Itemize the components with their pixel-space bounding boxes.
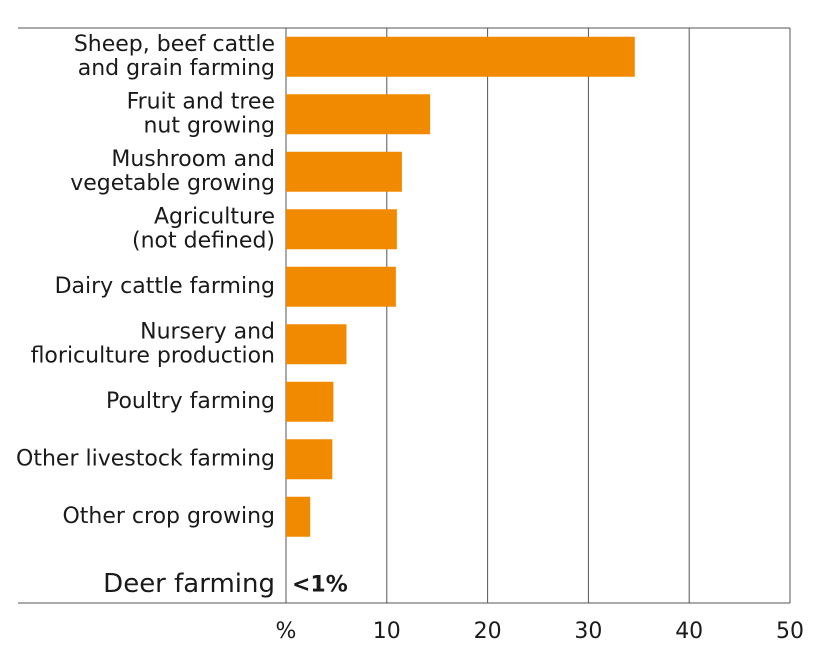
category-label: Other crop growing <box>62 504 275 529</box>
category-label: Mushroom and <box>111 147 275 172</box>
category-label: Deer farming <box>103 569 275 599</box>
category-label: and grain farming <box>78 56 275 81</box>
category-label: Dairy cattle farming <box>55 274 275 299</box>
x-tick-label: % <box>276 619 297 644</box>
x-tick-label: 50 <box>776 619 804 644</box>
category-label: Poultry farming <box>106 389 275 414</box>
bar <box>286 36 635 77</box>
bar <box>286 151 402 192</box>
x-tick-label: 30 <box>574 619 602 644</box>
bar <box>286 496 311 537</box>
category-label: Other livestock farming <box>16 446 275 471</box>
bar <box>286 266 396 307</box>
bar <box>286 94 431 135</box>
bar <box>286 209 397 250</box>
bar <box>286 324 347 365</box>
category-label: Sheep, beef cattle <box>74 32 275 57</box>
bar <box>286 381 334 422</box>
category-label: Agriculture <box>154 204 275 229</box>
annotation: <1% <box>292 572 348 597</box>
x-tick-label: 10 <box>373 619 401 644</box>
x-tick-label: 40 <box>675 619 703 644</box>
category-label: (not defined) <box>132 228 275 253</box>
category-label: floriculture production <box>31 343 275 368</box>
category-label: vegetable growing <box>70 171 275 196</box>
category-label: Fruit and tree <box>127 89 275 114</box>
category-label: Nursery and <box>140 319 275 344</box>
bar <box>286 439 333 480</box>
category-label: nut growing <box>143 113 275 138</box>
x-tick-label: 20 <box>474 619 502 644</box>
